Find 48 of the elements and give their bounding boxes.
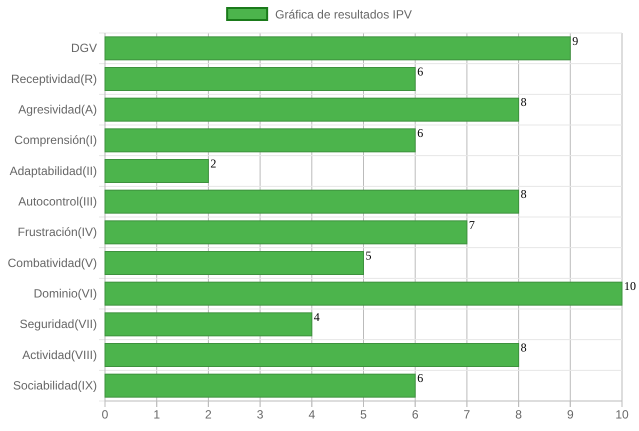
x-tick-label: 1 — [153, 408, 160, 422]
x-tick-label: 2 — [205, 408, 212, 422]
x-tick-label: 6 — [412, 408, 419, 422]
bar — [104, 251, 364, 275]
data-label: 8 — [520, 187, 527, 202]
bar — [104, 159, 209, 183]
bar — [104, 374, 416, 398]
bar — [104, 67, 416, 91]
bar — [104, 282, 622, 306]
x-tick-label: 3 — [256, 408, 264, 422]
bar — [104, 98, 520, 122]
data-label: 7 — [468, 218, 475, 232]
x-tick-label: 9 — [566, 408, 574, 422]
data-label: 9 — [572, 34, 578, 48]
y-tick-label: Dominio(VI) — [34, 286, 97, 301]
data-label: 8 — [520, 95, 527, 110]
y-tick-label: Adaptabilidad(II) — [10, 164, 97, 178]
x-tick-label: 7 — [464, 408, 471, 422]
y-tick-label: Combatividad(V) — [8, 256, 97, 270]
data-label: 6 — [417, 64, 424, 78]
x-tick-label: 4 — [308, 408, 316, 422]
y-tick-label: Agresividad(A) — [18, 102, 97, 117]
bar — [104, 312, 312, 336]
series-label: Gráfica de resultados IPV — [275, 8, 412, 22]
x-tick-label: 0 — [102, 408, 109, 422]
data-label: 5 — [366, 248, 372, 262]
data-label: 6 — [417, 126, 424, 140]
data-label: 6 — [417, 371, 424, 386]
x-tick-label: 10 — [615, 408, 629, 422]
data-label: 2 — [210, 156, 216, 170]
y-tick-label: Comprensión(I) — [14, 133, 97, 148]
y-tick-label: Actividad(VIII) — [22, 348, 97, 362]
x-tick-label: 5 — [360, 408, 368, 422]
bar — [104, 36, 571, 60]
data-label: 4 — [314, 310, 320, 324]
y-tick-label: Receptividad(R) — [10, 72, 97, 86]
data-label: 8 — [520, 340, 527, 354]
bar — [104, 220, 468, 244]
bar — [104, 128, 416, 152]
y-tick-label: DGV — [70, 41, 97, 56]
y-tick-label: Sociabilidad(IX) — [12, 378, 97, 393]
bar — [104, 190, 520, 214]
bar — [104, 343, 520, 367]
y-tick-label: Autocontrol(III) — [18, 194, 97, 209]
x-tick-label: 8 — [515, 408, 522, 422]
data-label: 10 — [624, 279, 636, 294]
y-tick-label: Seguridad(VII) — [20, 317, 97, 332]
y-tick-label: Frustración(IV) — [18, 225, 97, 240]
